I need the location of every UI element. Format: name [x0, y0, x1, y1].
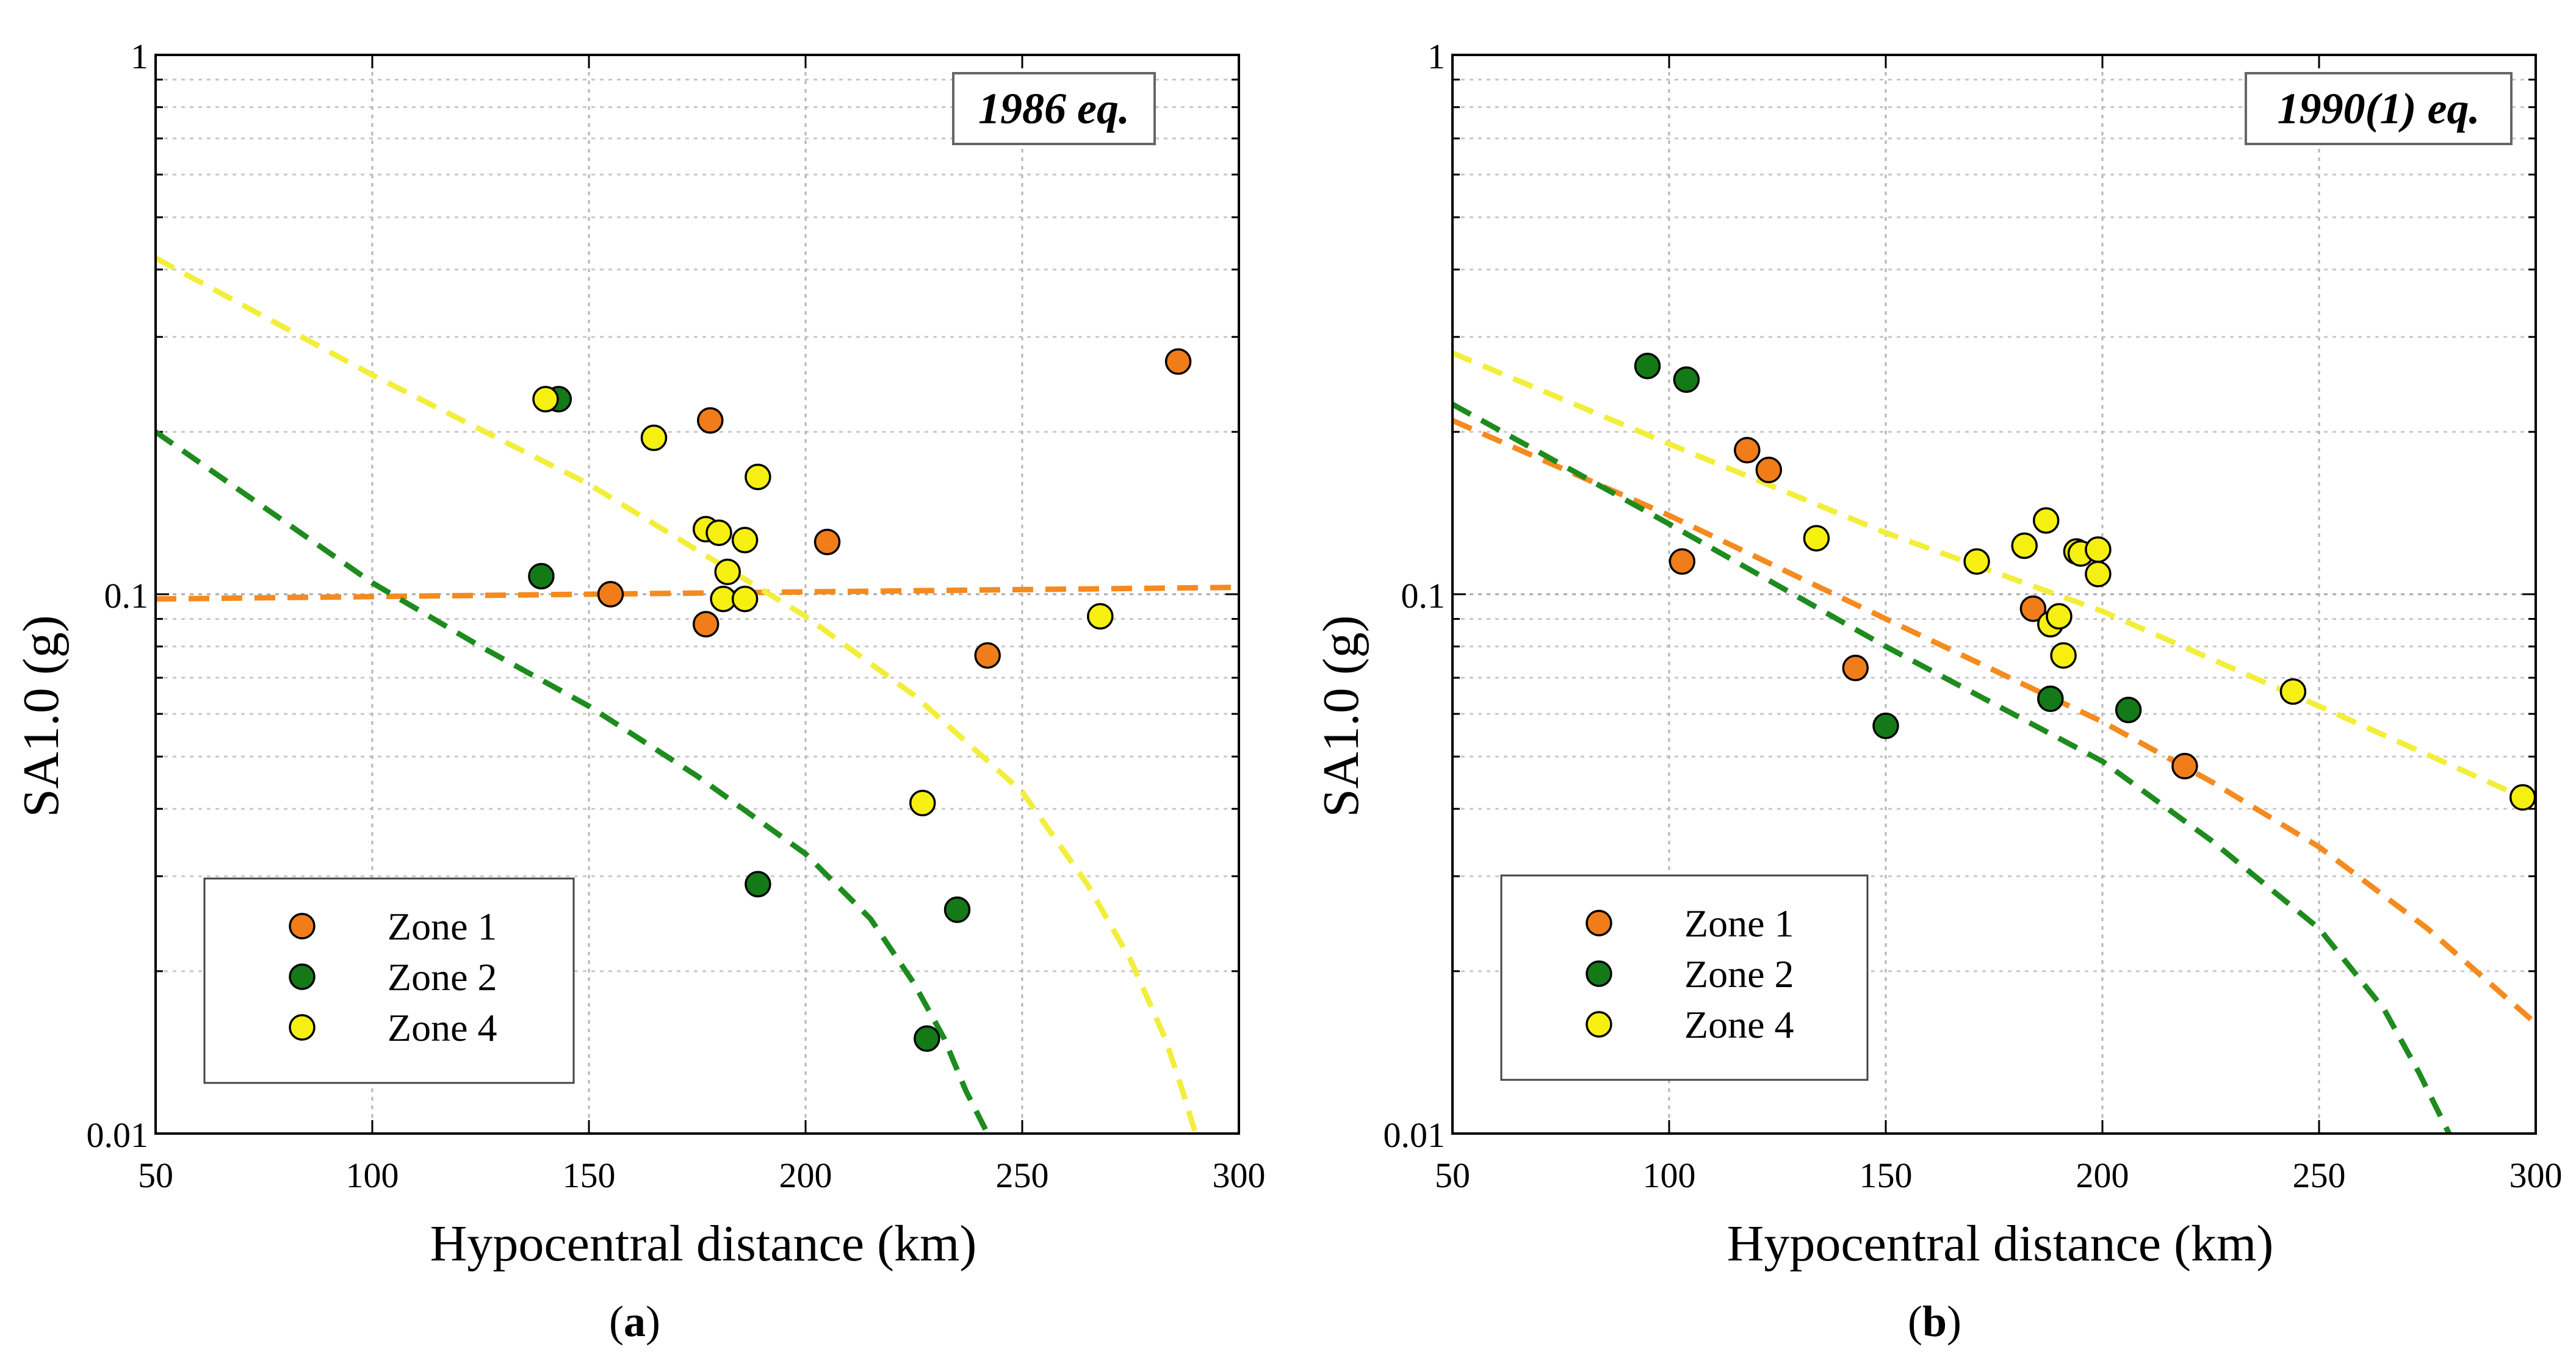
x-tick-label: 300: [1213, 1156, 1266, 1195]
data-point-zone-1: [1755, 456, 1783, 484]
data-point-zone-4: [2032, 507, 2060, 534]
data-point-zone-4: [2050, 642, 2077, 669]
legend-label: Zone 1: [1684, 902, 1794, 945]
data-point-zone-4: [1963, 548, 1990, 575]
data-point-zone-1: [697, 407, 724, 434]
y-tick-label: 0.1: [1401, 576, 1446, 616]
data-point-zone-4: [731, 527, 759, 554]
data-point-zone-2: [914, 1025, 940, 1052]
data-point-zone-2: [745, 871, 771, 897]
legend-label: Zone 2: [1684, 952, 1794, 996]
fit-line-zone-1: [155, 584, 1239, 602]
data-point-zone-2: [2037, 685, 2064, 713]
data-point-zone-4: [2085, 536, 2112, 563]
event-label-box: [2245, 72, 2513, 145]
event-label: 1990(1) eq.: [2278, 84, 2480, 133]
data-point-zone-2: [1872, 713, 1899, 739]
y-tick-label: 0.1: [104, 576, 149, 616]
x-tick-label: 250: [2293, 1156, 2346, 1195]
y-tick-label: 1: [131, 37, 148, 76]
event-label: 1986 eq.: [978, 84, 1130, 133]
data-point-zone-4: [1087, 603, 1114, 630]
y-tick-label: 0.01: [1384, 1115, 1446, 1155]
data-point-zone-1: [1842, 655, 1869, 681]
x-tick-label: 50: [138, 1156, 173, 1195]
chart-panel-a: 50 100 150 200 250 300 0.01 0.1 1 Hypocentral dis…: [13, 37, 1266, 1346]
x-tick-label: 300: [2509, 1156, 2563, 1195]
x-tick-label: 150: [1860, 1156, 1913, 1195]
data-point-zone-1: [1669, 548, 1696, 575]
x-tick-label: 150: [563, 1156, 616, 1195]
data-point-zone-2: [943, 896, 971, 923]
data-point-zone-1: [974, 642, 1001, 669]
x-tick-label: 200: [779, 1156, 832, 1195]
data-point-zone-4: [532, 386, 559, 412]
legend-marker-zone-4: [289, 1014, 316, 1041]
data-point-zone-4: [2509, 784, 2536, 811]
fit-line-zone-4: [1451, 350, 2537, 806]
x-tick-label: 250: [996, 1156, 1049, 1195]
data-point-zone-4: [640, 424, 668, 451]
data-point-zone-4: [705, 519, 732, 547]
y-tick-label: 0.01: [87, 1115, 149, 1155]
data-point-zone-4: [2046, 603, 2073, 630]
legend-marker-zone-2: [289, 963, 316, 990]
data-point-zone-4: [2085, 561, 2112, 588]
data-point-zone-4: [2011, 532, 2038, 559]
legend-label: Zone 4: [1684, 1003, 1794, 1046]
legend-marker-zone-1: [1586, 910, 1612, 936]
data-point-zone-1: [2019, 595, 2047, 622]
data-point-zone-4: [1803, 525, 1830, 552]
x-axis-title: Hypocentral distance (km): [430, 1215, 977, 1272]
data-point-zone-4: [2279, 678, 2307, 705]
data-point-zone-4: [745, 463, 771, 491]
fit-line-zone-2: [154, 430, 990, 1135]
data-point-zone-4: [714, 558, 741, 586]
plot-frame: [1451, 54, 2537, 1135]
data-point-zone-2: [1673, 366, 1700, 393]
y-tick-label: 1: [1427, 37, 1445, 76]
legend-box: [203, 877, 575, 1084]
panel-caption: (b): [1908, 1297, 1961, 1346]
data-point-zone-1: [2171, 753, 2198, 780]
chart-panel-b: 50 100 150 200 250 300 0.01 0.1 1 Hypocentral dis…: [1313, 37, 2563, 1346]
x-tick-label: 200: [2076, 1156, 2129, 1195]
data-point-zone-1: [597, 581, 624, 608]
legend-marker-zone-1: [289, 913, 316, 940]
x-tick-label: 100: [346, 1156, 399, 1195]
legend-marker-zone-4: [1586, 1011, 1612, 1038]
data-point-zone-4: [731, 586, 759, 613]
data-point-zone-1: [1734, 437, 1761, 464]
legend-marker-zone-2: [1586, 960, 1612, 987]
plot-frame: [154, 54, 1240, 1135]
data-point-zone-1: [692, 611, 720, 638]
legend-box: [1500, 874, 1869, 1081]
data-point-zone-2: [2115, 697, 2142, 724]
legend-label: Zone 4: [388, 1006, 497, 1049]
data-point-zone-1: [814, 528, 841, 556]
x-axis-title: Hypocentral distance (km): [1727, 1215, 2274, 1272]
y-axis-title: SA1.0 (g): [1313, 615, 1369, 817]
data-point-zone-4: [909, 789, 936, 817]
fit-line-zone-1: [1451, 418, 2538, 1026]
y-axis-title: SA1.0 (g): [13, 615, 70, 817]
data-point-zone-2: [528, 562, 555, 590]
fit-line-zone-4: [154, 256, 1199, 1135]
legend-label: Zone 1: [388, 905, 497, 948]
panel-caption: (a): [609, 1297, 660, 1346]
data-point-zone-1: [1164, 348, 1192, 375]
x-tick-label: 100: [1643, 1156, 1696, 1195]
fit-line-zone-2: [1451, 401, 2452, 1135]
event-label-box: [952, 72, 1156, 145]
data-point-zone-2: [1634, 353, 1661, 379]
legend-label: Zone 2: [388, 955, 497, 999]
x-tick-label: 50: [1435, 1156, 1470, 1195]
